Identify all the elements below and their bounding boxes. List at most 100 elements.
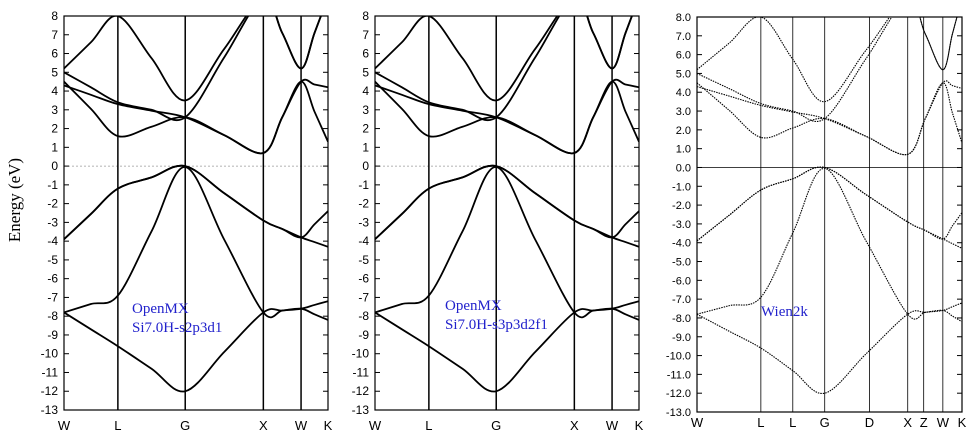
- plot-frame: [374, 15, 640, 411]
- band-line: [64, 166, 328, 319]
- panel-1: W L G X W K 8 7 6 5 4 3 2 1 0 -1 -2 -3 -4 -5 -6 -7 -8 -9 -10 -11 -…: [41, 9, 333, 433]
- y-tick-label: 5.0: [676, 68, 691, 80]
- band-line: [697, 167, 962, 320]
- kpoint-label: G: [820, 415, 830, 430]
- y-tick-label: -9: [358, 328, 369, 342]
- y-tick-label: 3: [51, 103, 58, 117]
- band-line: [697, 80, 962, 156]
- y-tick-label: -4.0: [672, 238, 691, 250]
- band-line: [375, 164, 639, 240]
- annotation-text: Si7.0H-s3p3d2f1: [445, 317, 548, 333]
- y-tick-label: -7: [358, 290, 369, 304]
- y-tick-label: 1.0: [676, 144, 691, 156]
- kpoint-label: L: [757, 415, 764, 430]
- y-tick-label: 8: [51, 9, 58, 23]
- annotation-text: OpenMX: [445, 298, 502, 314]
- y-tick-label: -10: [41, 347, 59, 361]
- kpoint-label: G: [491, 418, 501, 433]
- y-tick-label: 1: [51, 140, 58, 154]
- y-tick-label: 0: [51, 159, 58, 173]
- kpoint-label: L: [425, 418, 432, 433]
- annotation-text: Wien2k: [761, 304, 808, 320]
- y-tick-label: -5.0: [672, 257, 691, 269]
- band-line: [697, 166, 962, 249]
- plot-frame: [63, 15, 329, 411]
- kpoint-label: W: [295, 418, 308, 433]
- y-tick-label: -5: [358, 253, 369, 267]
- y-tick-label: -11: [353, 365, 370, 379]
- band-line: [64, 164, 328, 240]
- y-tick-label: 2.0: [676, 125, 691, 137]
- y-tick-label: -4: [358, 234, 369, 248]
- y-tick-label: -8: [358, 309, 369, 323]
- kpoint-label: W: [937, 415, 950, 430]
- y-tick-label: 6: [362, 47, 369, 61]
- kpoint-label: X: [570, 418, 579, 433]
- y-tick-label: -5: [47, 253, 58, 267]
- plot-frame: [696, 16, 963, 413]
- y-tick-label: -2: [47, 197, 58, 211]
- y-tick-label: -12: [352, 384, 370, 398]
- y-tick-label: 4: [51, 84, 58, 98]
- y-tick-label: 7: [362, 28, 369, 42]
- y-tick-label: -13: [41, 403, 59, 417]
- y-tick-label: -4: [47, 234, 58, 248]
- y-tick-label: 3: [362, 103, 369, 117]
- kpoint-label: W: [691, 415, 704, 430]
- y-tick-label: -6: [47, 272, 58, 286]
- y-tick-label: 5: [362, 65, 369, 79]
- band-line: [64, 78, 328, 155]
- kpoint-label: G: [180, 418, 190, 433]
- bands: [375, 16, 639, 393]
- y-tick-label: -9: [47, 328, 58, 342]
- band-line: [64, 16, 322, 102]
- kpoint-label: X: [259, 418, 268, 433]
- annotation-text: OpenMX: [132, 301, 189, 317]
- y-tick-label: 0: [362, 159, 369, 173]
- kpoint-label: D: [865, 415, 874, 430]
- band-line: [375, 78, 639, 155]
- band-line: [697, 82, 962, 156]
- kpoint-label: X: [903, 415, 912, 430]
- kpoint-label: L: [114, 418, 121, 433]
- y-tick-label: -12.0: [666, 388, 691, 400]
- y-tick-label: -2.0: [672, 200, 691, 212]
- y-tick-label: -2: [358, 197, 369, 211]
- y-tick-label: -11: [42, 365, 59, 379]
- y-tick-label: -3: [47, 215, 58, 229]
- kpoint-label: K: [324, 418, 333, 433]
- annotation-text: Si7.0H-s2p3d1: [132, 320, 222, 336]
- y-tick-label: 7: [51, 28, 58, 42]
- y-tick-label: -7: [47, 290, 58, 304]
- y-tick-label: -3: [358, 215, 369, 229]
- y-tick-label: -8: [47, 309, 58, 323]
- y-tick-label: 0.0: [676, 162, 691, 174]
- kpoint-label: W: [606, 418, 619, 433]
- band-line: [64, 307, 328, 393]
- kpoint-label: L: [789, 415, 796, 430]
- kpoint-label: K: [958, 415, 967, 430]
- y-tick-label: -13.0: [666, 407, 691, 419]
- y-tick-label: -6: [358, 272, 369, 286]
- band-line: [375, 307, 639, 393]
- y-tick-label: 2: [362, 122, 369, 136]
- y-tick-label: 6: [51, 47, 58, 61]
- kpoint-label: K: [635, 418, 644, 433]
- band-line: [697, 17, 958, 122]
- y-tick-label: -9.0: [672, 332, 691, 344]
- band-line: [697, 17, 958, 103]
- y-tick-label: 4: [362, 84, 369, 98]
- y-tick-label: -3.0: [672, 219, 691, 231]
- y-tick-label: -10.0: [666, 351, 691, 363]
- y-tick-label: 5: [51, 65, 58, 79]
- y-axis-label: Energy (eV): [5, 158, 24, 242]
- bands: [697, 17, 962, 394]
- y-tick-label: -11.0: [667, 369, 691, 381]
- y-tick-label: 1: [362, 140, 369, 154]
- y-tick-label: -1: [47, 178, 58, 192]
- panel-3: W L L G D X Z W K8.07.06.05.04.03.02.01.00.0-1.0…: [666, 12, 967, 430]
- y-tick-label: -7.0: [672, 294, 691, 306]
- y-tick-label: 2: [51, 122, 58, 136]
- y-tick-label: -1.0: [672, 181, 691, 193]
